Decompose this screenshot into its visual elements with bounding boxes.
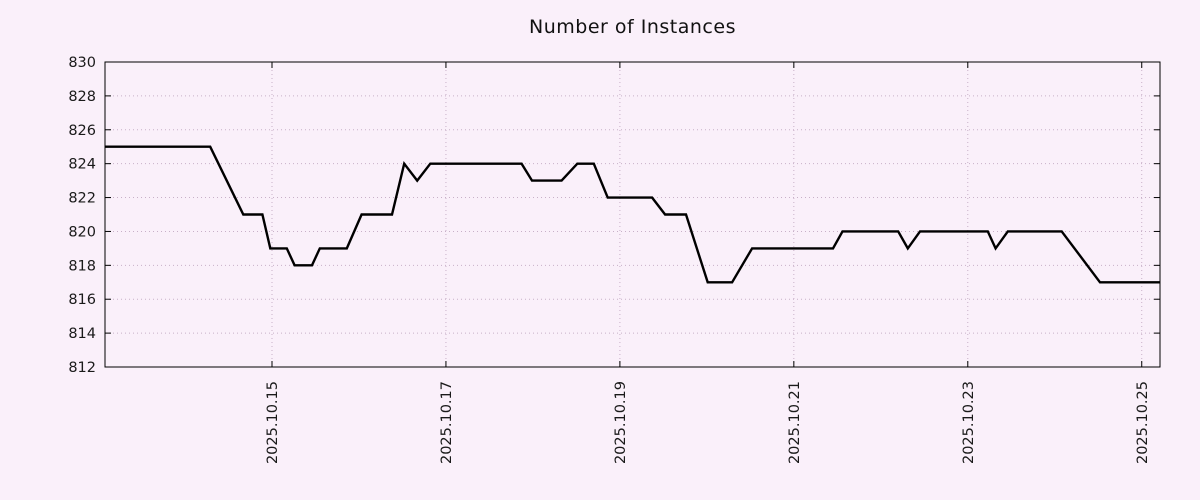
y-tick-label: 816 [68,292,96,308]
plot-border [104,61,1161,368]
y-tick-label: 814 [68,326,96,342]
y-tick-label: 826 [68,123,96,139]
y-tick-label: 830 [68,55,96,71]
x-tick-label: 2025.10.25 [1135,381,1151,464]
x-tick-label: 2025.10.23 [961,381,977,464]
series-line-instances [105,145,1160,284]
y-tick-label: 812 [68,360,96,376]
x-tick-label: 2025.10.17 [439,381,455,464]
x-tick-label: 2025.10.21 [787,381,803,464]
x-tick-label: 2025.10.19 [613,381,629,464]
y-tick-label: 820 [68,224,96,240]
x-tick-label: 2025.10.15 [265,381,281,464]
y-tick-label: 818 [68,258,96,274]
y-tick-label: 824 [68,157,96,173]
chart-title: Number of Instances [529,16,736,38]
y-tick-label: 828 [68,89,96,105]
y-tick-label: 822 [68,191,96,207]
